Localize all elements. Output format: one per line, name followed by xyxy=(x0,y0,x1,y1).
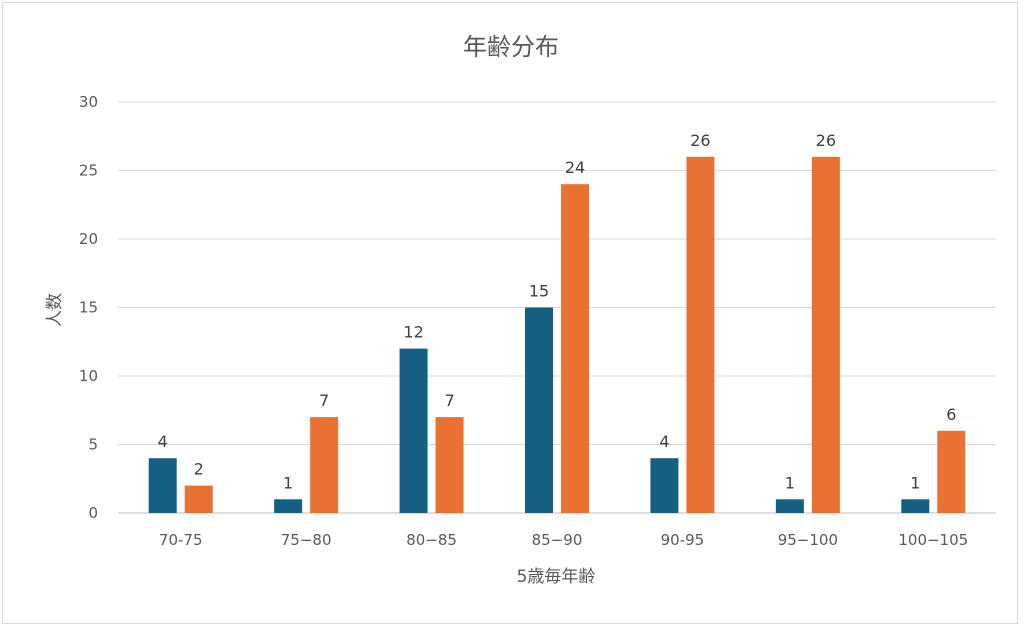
data-label: 6 xyxy=(946,405,956,424)
bar-series2 xyxy=(686,156,715,514)
x-tick-label: 100−105 xyxy=(898,531,968,549)
y-axis-label: 人数 xyxy=(45,293,65,327)
y-tick-label: 0 xyxy=(88,504,98,522)
bar-series1 xyxy=(650,458,679,513)
bar-series2 xyxy=(435,417,464,513)
bar-series1 xyxy=(148,458,177,513)
x-axis-ticks: 70-75 75−80 80−85 85−90 90-95 95−100 100−105 xyxy=(159,531,968,549)
bar-series2 xyxy=(811,156,840,514)
y-tick-label: 30 xyxy=(79,93,98,111)
bars xyxy=(148,156,966,514)
x-tick-label: 90-95 xyxy=(661,531,705,549)
x-tick-label: 80−85 xyxy=(406,531,457,549)
data-label: 4 xyxy=(158,432,168,451)
x-tick-label: 95−100 xyxy=(778,531,838,549)
data-label: 4 xyxy=(659,432,669,451)
bar-series2 xyxy=(310,417,339,513)
data-label: 15 xyxy=(529,282,549,301)
data-label: 7 xyxy=(319,391,329,410)
data-label: 12 xyxy=(403,323,423,342)
x-axis-label: 5歳毎年齢 xyxy=(517,567,596,587)
x-tick-label: 70-75 xyxy=(159,531,203,549)
data-label: 1 xyxy=(785,473,795,492)
data-label: 2 xyxy=(194,460,204,479)
bar-series2 xyxy=(561,184,589,513)
gridlines xyxy=(118,101,996,514)
y-tick-label: 15 xyxy=(79,299,98,317)
bar-series1 xyxy=(399,348,428,513)
bar-series1 xyxy=(274,499,303,513)
data-label: 24 xyxy=(565,158,585,177)
data-label: 26 xyxy=(816,131,836,150)
y-tick-label: 25 xyxy=(79,162,98,180)
y-tick-label: 20 xyxy=(79,230,98,248)
data-label: 7 xyxy=(444,391,454,410)
chart-title: 年齢分布 xyxy=(463,33,559,61)
data-label: 1 xyxy=(283,473,293,492)
y-tick-label: 5 xyxy=(88,436,98,454)
data-label: 1 xyxy=(910,473,920,492)
x-tick-label: 75−80 xyxy=(281,531,332,549)
chart-frame xyxy=(2,2,1018,624)
y-tick-label: 10 xyxy=(79,367,98,385)
data-label: 26 xyxy=(690,131,710,150)
y-axis-ticks: 0 5 10 15 20 25 30 xyxy=(79,93,98,522)
x-tick-label: 85−90 xyxy=(532,531,583,549)
bar-series1 xyxy=(525,307,553,513)
bar-series1 xyxy=(901,499,930,513)
bar-series2 xyxy=(937,430,966,513)
bar-series2 xyxy=(184,485,213,513)
bar-series1 xyxy=(775,499,804,513)
